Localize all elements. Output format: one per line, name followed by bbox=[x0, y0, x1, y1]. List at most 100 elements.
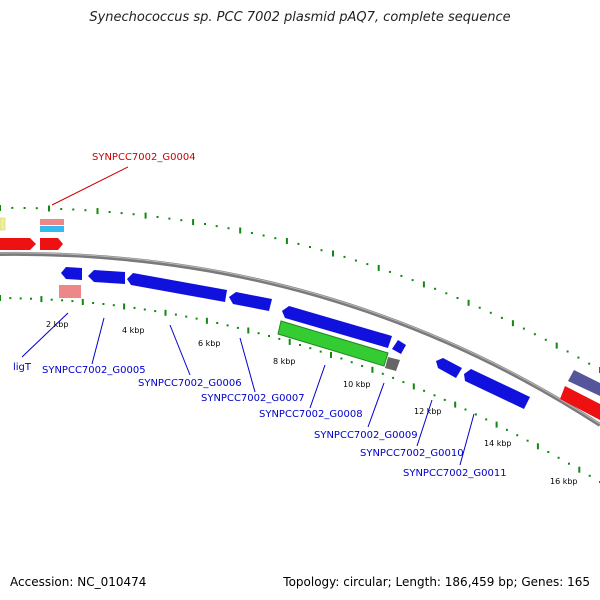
inner-tick-50 bbox=[516, 434, 519, 437]
feature-reverse-g0010[interactable] bbox=[436, 358, 462, 378]
label-g0009[interactable]: SYNPCC7002_G0009 bbox=[314, 430, 418, 441]
label-g0007[interactable]: SYNPCC7002_G0007 bbox=[201, 393, 305, 404]
outer-tick-37 bbox=[434, 287, 437, 290]
outer-tick-17 bbox=[204, 223, 206, 225]
leader-g0004 bbox=[51, 166, 129, 206]
feature-pink-top[interactable] bbox=[40, 219, 64, 225]
inner-tick-17 bbox=[174, 313, 177, 316]
inner-tick-24 bbox=[247, 327, 250, 334]
outer-tick-16 bbox=[192, 219, 195, 226]
leader-g0006 bbox=[169, 324, 191, 376]
feature-gray[interactable] bbox=[385, 357, 400, 371]
feature-cyan-top[interactable] bbox=[40, 226, 64, 232]
inner-tick-34 bbox=[350, 361, 353, 364]
tick-label-4kbp: 4 kbp bbox=[122, 326, 144, 335]
outer-tick-48 bbox=[555, 342, 558, 349]
outer-tick-8 bbox=[96, 208, 99, 215]
feature-reverse-g0005a[interactable] bbox=[61, 267, 82, 280]
outer-tick-51 bbox=[588, 362, 591, 365]
inner-tick-9 bbox=[92, 302, 95, 304]
outer-tick-23 bbox=[274, 237, 277, 240]
backbone-circle bbox=[0, 251, 600, 427]
feature-reverse-g0009[interactable] bbox=[392, 340, 406, 354]
inner-tick-4 bbox=[40, 296, 43, 303]
inner-tick-31 bbox=[319, 350, 322, 353]
outer-tick-10 bbox=[120, 212, 123, 215]
inner-tick-19 bbox=[195, 317, 198, 320]
tick-label-2kbp: 2 kbp bbox=[46, 320, 68, 329]
tick-label-14kbp: 14 kbp bbox=[484, 439, 512, 448]
label-g0005[interactable]: SYNPCC7002_G0005 bbox=[42, 365, 146, 376]
label-g0008[interactable]: SYNPCC7002_G0008 bbox=[259, 409, 363, 420]
inner-tick-36 bbox=[371, 366, 374, 373]
outer-tick-39 bbox=[456, 297, 459, 299]
outer-tick-33 bbox=[389, 270, 391, 273]
outer-tick-44 bbox=[511, 320, 514, 327]
feature-yellow[interactable] bbox=[0, 217, 6, 231]
feature-reverse-g0007[interactable] bbox=[229, 292, 272, 311]
outer-tick-6 bbox=[72, 208, 75, 211]
outer-tick-4 bbox=[48, 205, 50, 212]
feature-reverse-g0006[interactable] bbox=[127, 273, 227, 302]
inner-tick-11 bbox=[112, 304, 115, 307]
outer-tick-5 bbox=[60, 208, 63, 210]
label-ligT[interactable]: ligT bbox=[13, 362, 32, 373]
feature-reverse-g0008[interactable] bbox=[282, 306, 392, 348]
outer-tick-12 bbox=[144, 212, 147, 219]
label-g0011[interactable]: SYNPCC7002_G0011 bbox=[403, 468, 507, 479]
inner-tick-12 bbox=[123, 303, 126, 310]
label-g0006[interactable]: SYNPCC7002_G0006 bbox=[138, 378, 242, 389]
tick-label-10kbp: 10 kbp bbox=[343, 380, 371, 389]
inner-tick-27 bbox=[278, 337, 281, 340]
inner-tick-15 bbox=[154, 310, 157, 313]
feature-red-right[interactable] bbox=[560, 386, 600, 420]
outer-tick-11 bbox=[132, 213, 135, 216]
inner-tick-30 bbox=[309, 347, 312, 350]
outer-tick-14 bbox=[168, 217, 171, 220]
inner-tick-22 bbox=[226, 324, 229, 327]
tick-label-16kbp: 16 kbp bbox=[550, 477, 578, 486]
feature-pink-ligT[interactable] bbox=[59, 285, 81, 298]
outer-tick-40 bbox=[467, 299, 470, 306]
outer-tick-18 bbox=[215, 225, 218, 228]
inner-tick-ring bbox=[0, 295, 600, 483]
inner-tick-37 bbox=[381, 372, 384, 375]
inner-tick-46 bbox=[474, 413, 477, 416]
inner-tick-7 bbox=[71, 300, 74, 303]
inner-tick-45 bbox=[464, 408, 467, 411]
inner-tick-47 bbox=[485, 418, 488, 421]
inner-tick-48 bbox=[495, 421, 498, 428]
tick-label-6kbp: 6 kbp bbox=[198, 339, 220, 348]
leader-g0010 bbox=[416, 399, 433, 447]
label-g0004[interactable]: SYNPCC7002_G0004 bbox=[92, 152, 196, 163]
inner-tick-10 bbox=[102, 303, 105, 305]
inner-tick-41 bbox=[423, 389, 426, 392]
feature-green[interactable] bbox=[277, 320, 389, 367]
feature-reverse-g0005[interactable] bbox=[88, 270, 125, 284]
inner-tick-40 bbox=[412, 383, 415, 390]
feature-forward-1[interactable] bbox=[0, 238, 36, 250]
leader-g0005 bbox=[91, 317, 105, 365]
inner-tick-52 bbox=[536, 443, 539, 450]
outer-tick-9 bbox=[108, 211, 111, 213]
label-g0010[interactable]: SYNPCC7002_G0010 bbox=[360, 448, 464, 459]
leader-g0009 bbox=[367, 382, 385, 428]
feature-forward-2[interactable] bbox=[40, 238, 63, 250]
inner-tick-39 bbox=[402, 381, 405, 384]
inner-tick-57 bbox=[588, 474, 591, 477]
feature-purple-right[interactable] bbox=[568, 370, 600, 396]
inner-tick-53 bbox=[547, 451, 550, 453]
outer-tick-36 bbox=[422, 281, 425, 288]
outer-tick-26 bbox=[309, 246, 311, 248]
map-title: Synechococcus sp. PCC 7002 plasmid pAQ7,… bbox=[89, 10, 511, 25]
outer-tick-46 bbox=[533, 333, 536, 336]
inner-tick-42 bbox=[433, 394, 436, 397]
feature-reverse-g0011[interactable] bbox=[464, 369, 530, 409]
outer-tick-30 bbox=[354, 259, 357, 262]
inner-tick-2 bbox=[19, 297, 22, 300]
accession-text: Accession: NC_010474 bbox=[10, 575, 147, 589]
inner-tick-51 bbox=[526, 439, 529, 442]
inner-tick-0 bbox=[0, 295, 1, 301]
inner-tick-43 bbox=[443, 398, 446, 401]
outer-tick-19 bbox=[227, 227, 230, 230]
